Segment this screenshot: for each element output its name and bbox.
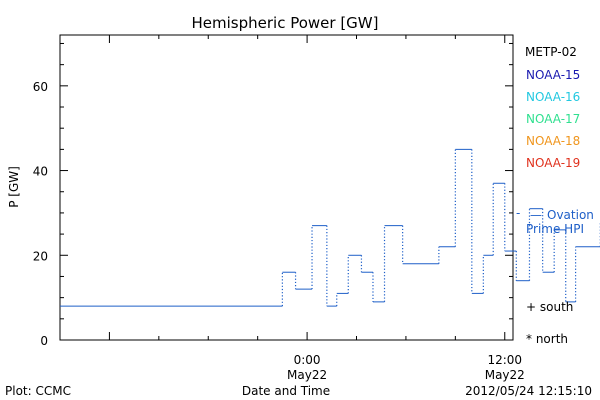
y-axis-label: P [GW] (7, 166, 21, 208)
y-tick-label: 40 (33, 165, 48, 179)
y-tick-label: 0 (40, 334, 48, 348)
footer-timestamp: 2012/05/24 12:15:10 (465, 384, 592, 398)
ovation-label-line2: Prime HPI (526, 222, 584, 236)
north-marker-key: * north (526, 332, 568, 346)
x-tick-time-label: 0:00 (294, 353, 321, 367)
plot-area (59, 34, 514, 341)
chart-title: Hemispheric Power [GW] (192, 14, 379, 32)
legend-entry: NOAA-17 (526, 112, 580, 126)
legend-entry: NOAA-16 (526, 90, 580, 104)
x-axis-label: Date and Time (242, 384, 330, 398)
x-tick-date-label: May22 (485, 368, 525, 382)
plot-frame (59, 34, 514, 341)
y-tick-label: 20 (33, 249, 48, 263)
legend-entry: NOAA-15 (526, 68, 580, 82)
ovation-dash: — (530, 208, 542, 222)
x-tick-date-label: May22 (287, 368, 327, 382)
legend-entry: NOAA-18 (526, 134, 580, 148)
x-tick-time-label: 12:00 (487, 353, 522, 367)
footer-plot-credit: Plot: CCMC (5, 384, 71, 398)
legend: NOAA-15 NOAA-16 NOAA-17 NOAA-18 NOAA-19 (526, 68, 580, 170)
ovation-label-line1: Ovation (547, 208, 594, 222)
ovation-value-tick: - (516, 206, 520, 220)
ovation-legend: - — Ovation Prime HPI (516, 206, 594, 236)
south-marker-key: + south (526, 300, 573, 314)
x-tick-labels: 0:00May2212:00May220:00May2312:00May230:… (287, 353, 525, 382)
legend-title: METP-02 (525, 45, 577, 59)
y-tick-labels: 0 20 40 60 (33, 80, 48, 348)
axis-ticks (59, 35, 513, 341)
legend-entry: NOAA-19 (526, 156, 580, 170)
y-tick-label: 60 (33, 80, 48, 94)
ovation-series-line (60, 148, 600, 307)
